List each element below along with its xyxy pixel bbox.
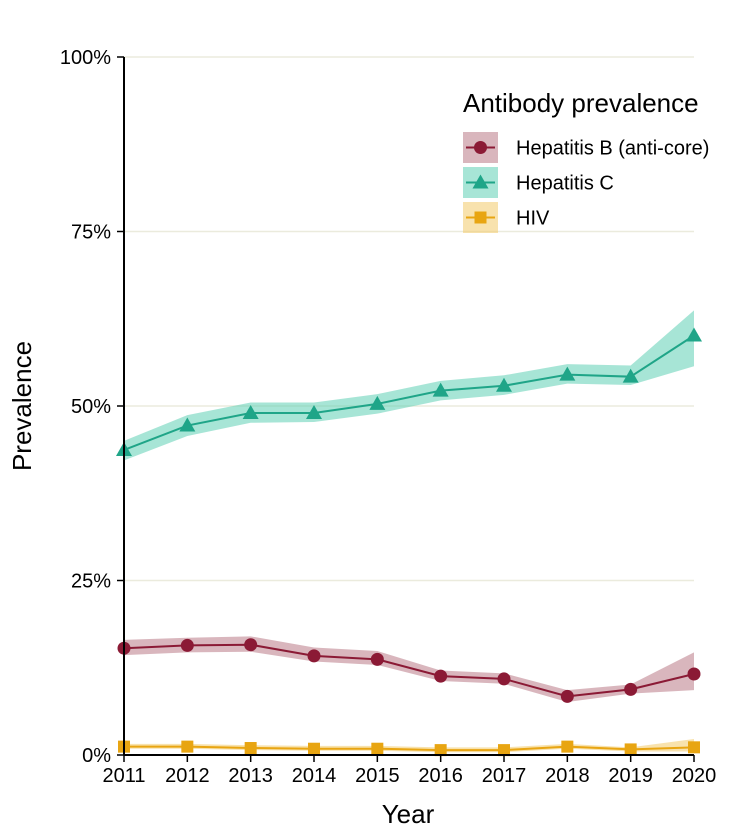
data-point <box>371 742 384 755</box>
series-line <box>124 745 695 752</box>
data-point <box>432 382 449 397</box>
x-tick-label: 2011 <box>102 765 145 787</box>
legend-key-marker <box>474 141 487 154</box>
legend-items: Hepatitis B (anti-core) Hepatitis C HIV <box>463 132 709 233</box>
y-axis-title: Prevalence <box>7 341 37 471</box>
data-point <box>498 744 510 757</box>
legend-key-marker <box>472 174 489 189</box>
data-point <box>688 741 700 754</box>
data-point <box>687 667 701 681</box>
y-tick-label: 50% <box>71 396 111 418</box>
x-tick-label: 2018 <box>545 765 590 787</box>
data-point <box>624 743 637 756</box>
series-line <box>123 334 695 451</box>
series-markers <box>116 327 702 757</box>
legend-label: Hepatitis B (anti-core) <box>516 138 709 160</box>
y-tick-label: 100% <box>60 47 111 69</box>
x-tick-label: 2016 <box>418 765 463 787</box>
data-point <box>244 742 257 755</box>
data-point <box>434 744 447 757</box>
legend-key-marker <box>474 211 487 224</box>
data-point <box>244 638 258 652</box>
legend-label: HIV <box>516 208 550 230</box>
data-point <box>307 649 321 663</box>
confidence-band <box>124 310 694 461</box>
data-point <box>242 404 259 419</box>
data-point <box>180 638 194 652</box>
x-tick-label: 2019 <box>608 765 653 787</box>
y-tick-label: 0% <box>82 745 111 767</box>
x-tick-label: 2020 <box>672 765 717 787</box>
x-tick-label: 2015 <box>355 765 400 787</box>
x-axis-title: Year <box>382 799 435 829</box>
data-point <box>624 682 638 696</box>
data-point <box>179 417 196 432</box>
y-tick-label: 25% <box>71 571 111 593</box>
legend-item: HIV <box>463 202 550 233</box>
x-tick-label: 2014 <box>292 765 337 787</box>
legend-label: Hepatitis C <box>516 173 614 195</box>
y-tick-label: 75% <box>71 222 111 244</box>
data-point <box>559 366 576 381</box>
data-point <box>434 669 448 683</box>
x-tick-label: 2013 <box>228 765 273 787</box>
series-line <box>123 643 695 698</box>
tick-labels: 0% 25% 50% 75% 100% 2011 2012 2013 2014 2015 2016 2… <box>60 47 716 787</box>
legend-title: Antibody prevalence <box>463 88 699 118</box>
x-tick-label: 2017 <box>482 765 527 787</box>
x-tick-label: 2012 <box>165 765 210 787</box>
legend-item: Hepatitis C <box>463 167 614 198</box>
legend: Antibody prevalence Hepatitis B (anti-co… <box>463 88 709 233</box>
series-lines <box>123 334 695 752</box>
data-point <box>497 672 511 686</box>
grid-lines <box>124 56 694 582</box>
data-point <box>496 377 512 392</box>
data-point <box>686 327 702 342</box>
data-point <box>561 740 574 753</box>
data-point <box>622 368 639 383</box>
data-point <box>560 689 574 703</box>
axes <box>117 56 695 762</box>
data-point <box>369 395 386 410</box>
data-point <box>181 740 194 753</box>
data-point <box>306 404 322 419</box>
data-point <box>370 652 384 666</box>
confidence-band <box>124 636 694 702</box>
data-point <box>308 742 320 755</box>
legend-item: Hepatitis B (anti-core) <box>463 132 709 163</box>
